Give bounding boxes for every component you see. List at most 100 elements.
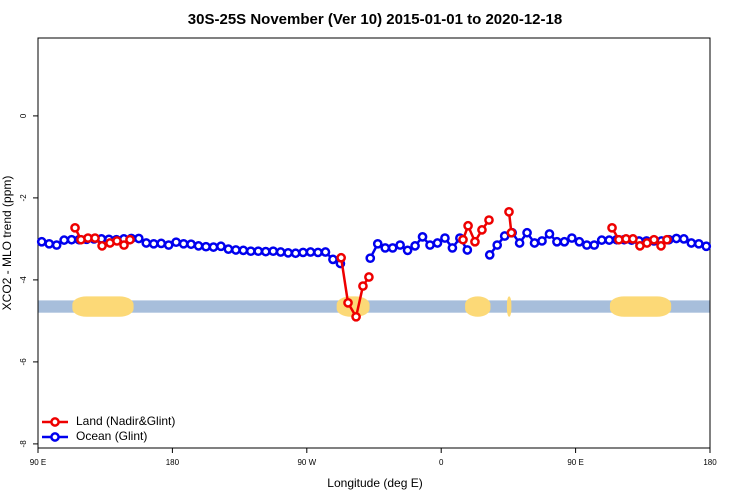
point xyxy=(395,240,405,250)
point xyxy=(36,236,47,247)
point xyxy=(305,247,316,257)
point xyxy=(275,247,286,257)
y-tick-label: -6 xyxy=(19,358,28,366)
point xyxy=(417,232,428,242)
x-tick-label: 90 E xyxy=(567,458,583,467)
point xyxy=(380,243,391,253)
point xyxy=(59,235,69,245)
point xyxy=(628,234,638,244)
point xyxy=(298,247,308,258)
point xyxy=(97,241,107,251)
point xyxy=(163,240,174,250)
y-tick-label: 0 xyxy=(19,113,28,118)
point xyxy=(581,240,592,250)
point xyxy=(458,234,468,245)
point xyxy=(440,233,450,243)
y-axis-label: XCO2 - MLO trend (ppm) xyxy=(0,176,14,311)
point xyxy=(552,236,562,247)
y-tick-label: -2 xyxy=(19,194,28,202)
point xyxy=(253,246,264,257)
legend-marker xyxy=(50,417,60,427)
point xyxy=(178,238,189,249)
point xyxy=(216,241,226,252)
point xyxy=(649,234,659,245)
point xyxy=(44,238,55,249)
point xyxy=(484,250,495,260)
point xyxy=(125,234,135,245)
point xyxy=(589,240,600,250)
point xyxy=(484,215,494,225)
point xyxy=(336,252,346,263)
point xyxy=(596,235,607,245)
point xyxy=(425,240,435,250)
x-tick-label: 90 E xyxy=(30,458,46,467)
point xyxy=(156,238,167,249)
legend-label: Land (Nadir&Glint) xyxy=(76,414,175,428)
point xyxy=(671,233,682,244)
x-tick-label: 180 xyxy=(703,458,717,467)
point xyxy=(559,236,570,247)
point xyxy=(492,240,503,250)
point xyxy=(364,272,374,282)
chart-title: 30S-25S November (Ver 10) 2015-01-01 to … xyxy=(188,11,562,28)
point xyxy=(544,229,555,239)
point xyxy=(343,298,353,308)
x-tick-label: 90 W xyxy=(297,458,316,467)
point xyxy=(662,234,672,245)
legend-label: Ocean (Glint) xyxy=(76,429,147,443)
point xyxy=(231,245,241,255)
point xyxy=(604,235,615,245)
point xyxy=(470,236,480,247)
point xyxy=(351,311,361,322)
point xyxy=(66,234,77,245)
point xyxy=(387,243,398,253)
point xyxy=(522,227,532,238)
x-axis-label: Longitude (deg E) xyxy=(327,476,422,490)
point xyxy=(529,238,540,248)
point xyxy=(51,240,62,250)
point xyxy=(283,247,293,258)
point xyxy=(193,241,204,251)
point xyxy=(148,238,159,249)
point xyxy=(537,236,547,246)
legend-marker xyxy=(50,432,60,442)
ocean-band xyxy=(38,300,710,313)
point xyxy=(372,238,383,249)
point xyxy=(574,236,585,247)
point xyxy=(463,220,473,231)
point xyxy=(679,234,689,244)
point xyxy=(141,238,152,248)
point xyxy=(567,233,577,243)
point xyxy=(432,238,443,248)
land-region xyxy=(506,296,512,317)
point xyxy=(238,245,249,256)
point xyxy=(260,246,271,257)
y-tick-label: -4 xyxy=(19,276,28,284)
point xyxy=(119,240,129,250)
point xyxy=(201,241,211,252)
point xyxy=(693,238,704,249)
land-region xyxy=(465,296,491,317)
x-tick-label: 180 xyxy=(166,458,180,467)
point xyxy=(290,248,301,259)
point xyxy=(607,222,617,233)
point xyxy=(313,247,323,258)
land-region xyxy=(72,296,134,317)
point xyxy=(133,233,144,244)
point xyxy=(514,238,525,248)
point xyxy=(656,241,666,251)
point xyxy=(686,238,697,248)
point xyxy=(506,227,517,238)
point xyxy=(223,244,234,254)
point xyxy=(358,281,368,291)
point xyxy=(477,225,487,235)
point xyxy=(90,233,100,243)
point xyxy=(208,242,219,252)
point xyxy=(447,243,458,253)
point xyxy=(701,241,712,252)
point xyxy=(70,222,80,233)
y-tick-label: -8 xyxy=(19,440,28,448)
point xyxy=(112,236,122,246)
point xyxy=(320,247,331,257)
point xyxy=(410,241,420,251)
